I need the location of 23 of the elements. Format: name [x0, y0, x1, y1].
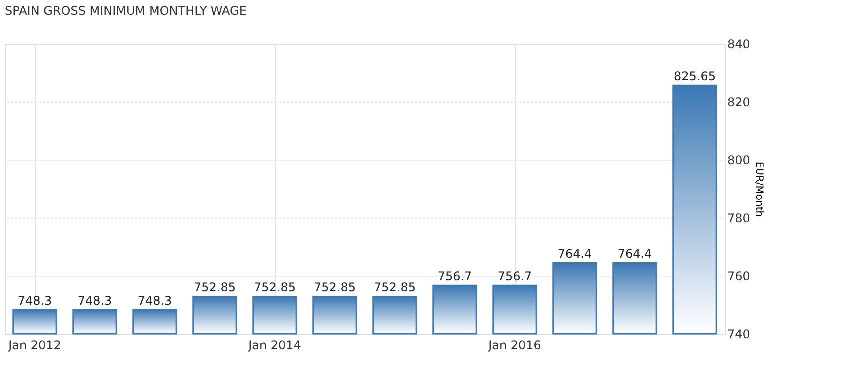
- y-tick-label: 820: [728, 96, 750, 110]
- data-label: 825.65: [674, 70, 716, 84]
- data-label: 756.7: [438, 270, 472, 284]
- x-tick-label: Jan 2012: [8, 338, 62, 352]
- y-tick-label: 740: [728, 328, 750, 342]
- data-label: 752.85: [254, 280, 296, 295]
- data-label: 748.3: [138, 294, 172, 308]
- x-tick-label: Jan 2016: [488, 338, 542, 352]
- data-label: 752.85: [194, 280, 236, 295]
- y-axis-title: EUR/Month: [753, 162, 764, 218]
- data-label: 752.85: [314, 280, 356, 295]
- data-label: 764.4: [618, 247, 652, 262]
- data-label: 764.4: [558, 247, 592, 262]
- data-label: 756.7: [498, 270, 532, 284]
- y-tick-label: 840: [728, 38, 750, 52]
- y-tick-label: 800: [728, 154, 750, 168]
- data-label: 748.3: [18, 294, 52, 308]
- data-label: 752.85: [374, 280, 416, 295]
- x-tick-label: Jan 2014: [248, 338, 302, 352]
- chart-title: SPAIN GROSS MINIMUM MONTHLY WAGE: [5, 4, 247, 18]
- data-label: 748.3: [78, 294, 112, 308]
- y-tick-label: 780: [728, 212, 750, 226]
- y-tick-label: 760: [728, 270, 750, 284]
